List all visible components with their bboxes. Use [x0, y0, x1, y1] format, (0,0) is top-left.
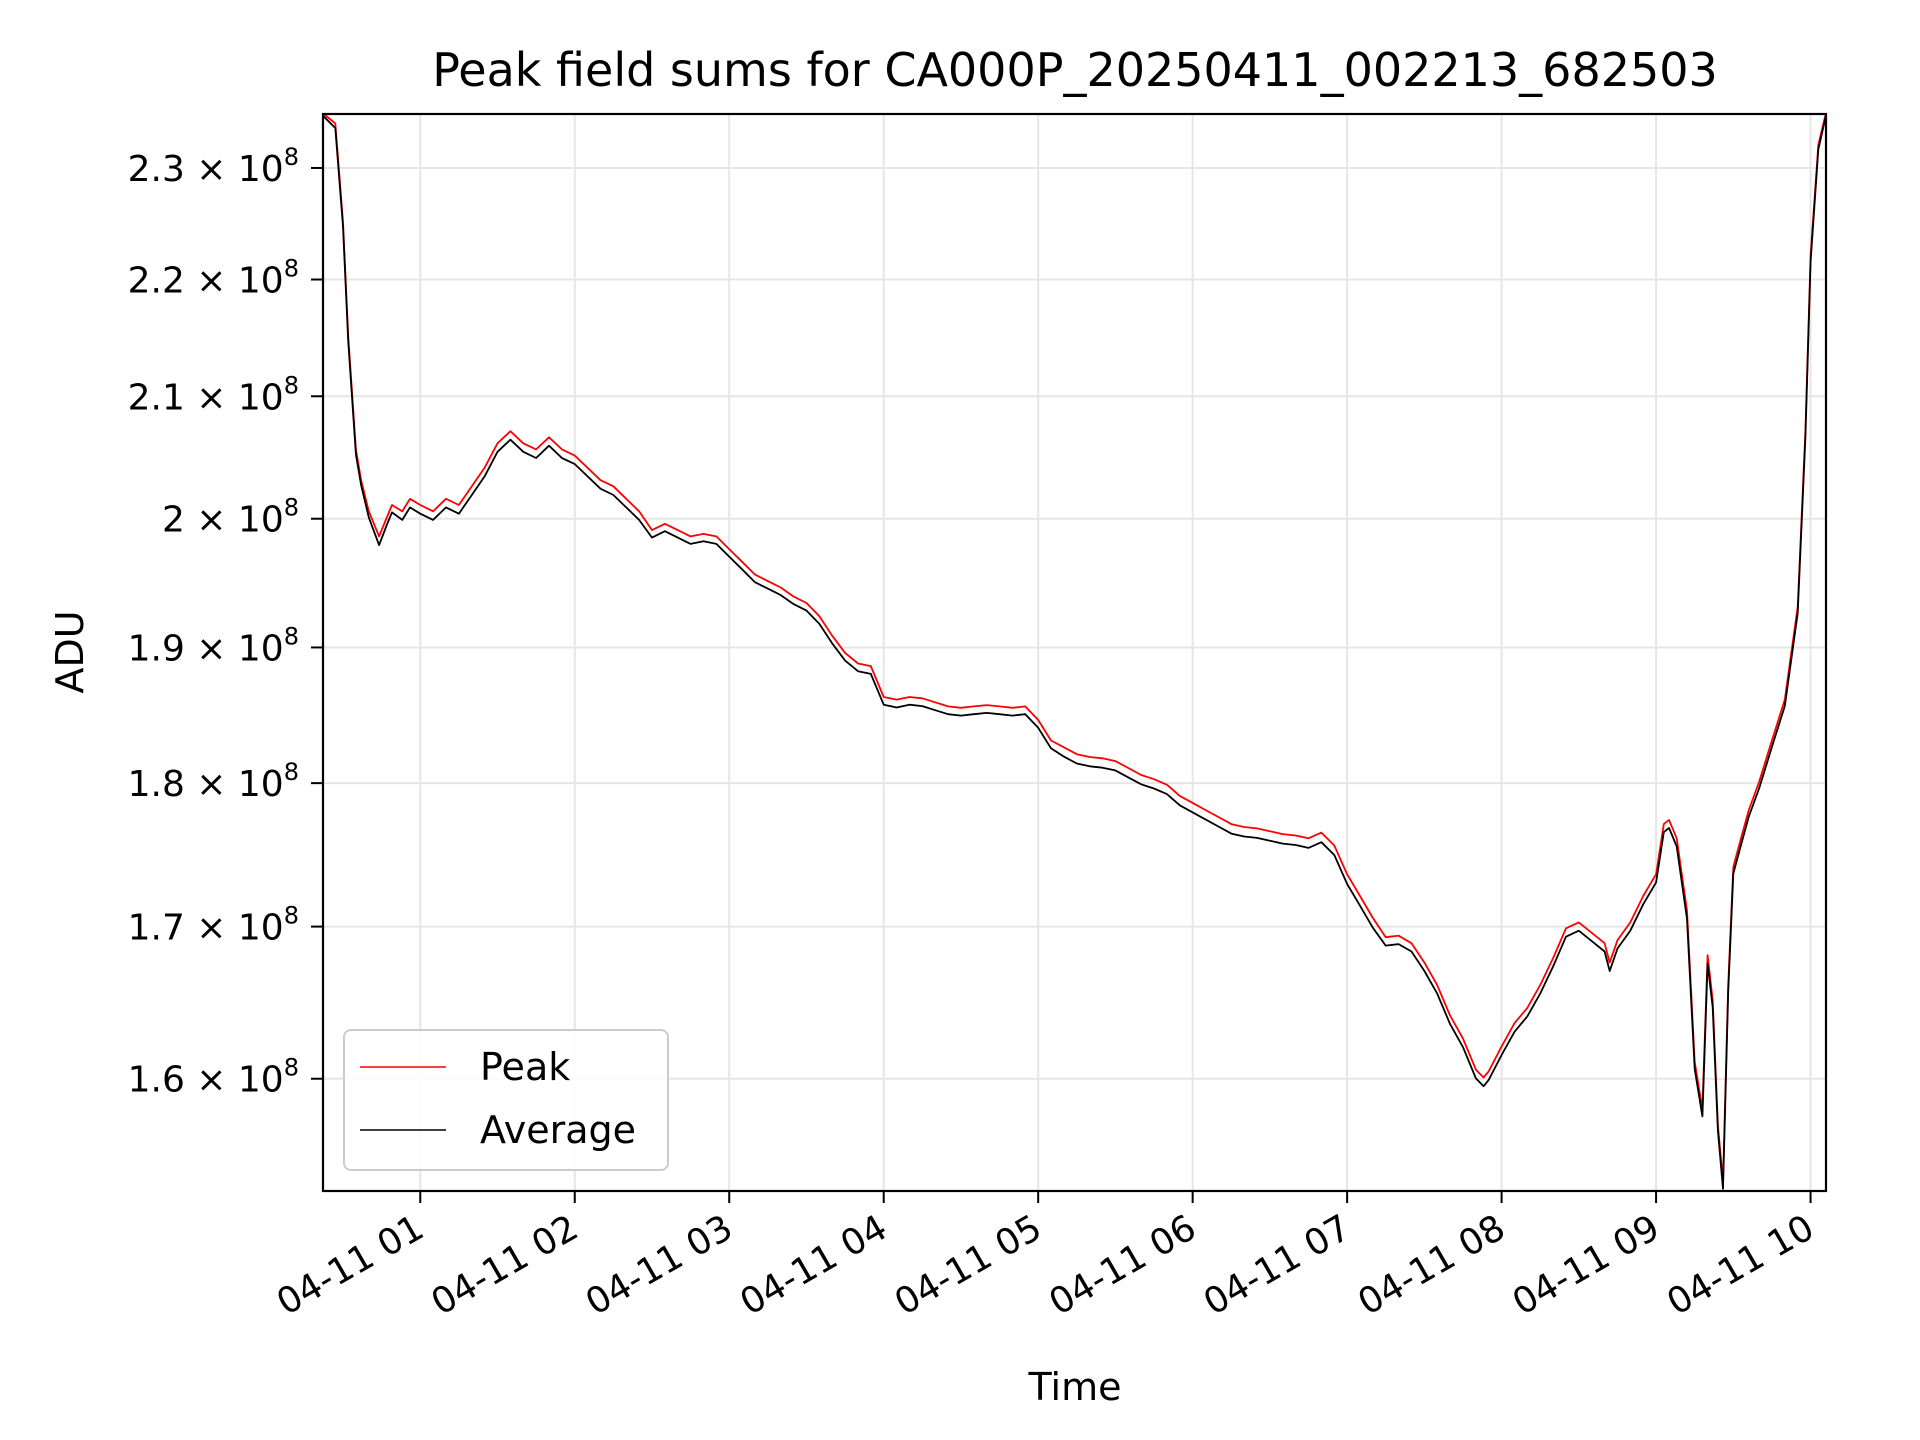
y-tick-label: 2.3 × 108 [128, 143, 299, 190]
series-line-average [323, 114, 1826, 1190]
legend: Peak Average [343, 1029, 669, 1171]
chart-title: Peak field sums for CA000P_20250411_0022… [432, 43, 1718, 97]
series-line-peak [323, 114, 1826, 1183]
y-tick-label: 1.7 × 108 [128, 902, 299, 949]
legend-box [343, 1029, 669, 1171]
y-tick-label: 2.2 × 108 [128, 255, 299, 302]
y-tick-label: 1.9 × 108 [128, 622, 299, 669]
y-axis-ticks: 1.6 × 108 1.7 × 108 1.8 × 108 1.9 × 108 2 × … [128, 143, 323, 1101]
y-tick-label: 2 × 108 [162, 494, 299, 541]
y-tick-label: 2.1 × 108 [128, 371, 299, 418]
legend-label-peak: Peak [480, 1045, 570, 1089]
x-axis-label: Time [1028, 1365, 1122, 1409]
series-layer [323, 114, 1826, 1190]
legend-label-average: Average [480, 1108, 636, 1152]
y-tick-label: 1.8 × 108 [128, 758, 299, 805]
y-axis-label: ADU [48, 610, 92, 693]
grid-lines [323, 114, 1826, 1191]
plot-frame [321, 112, 1828, 1193]
y-tick-label: 1.6 × 108 [128, 1054, 299, 1101]
